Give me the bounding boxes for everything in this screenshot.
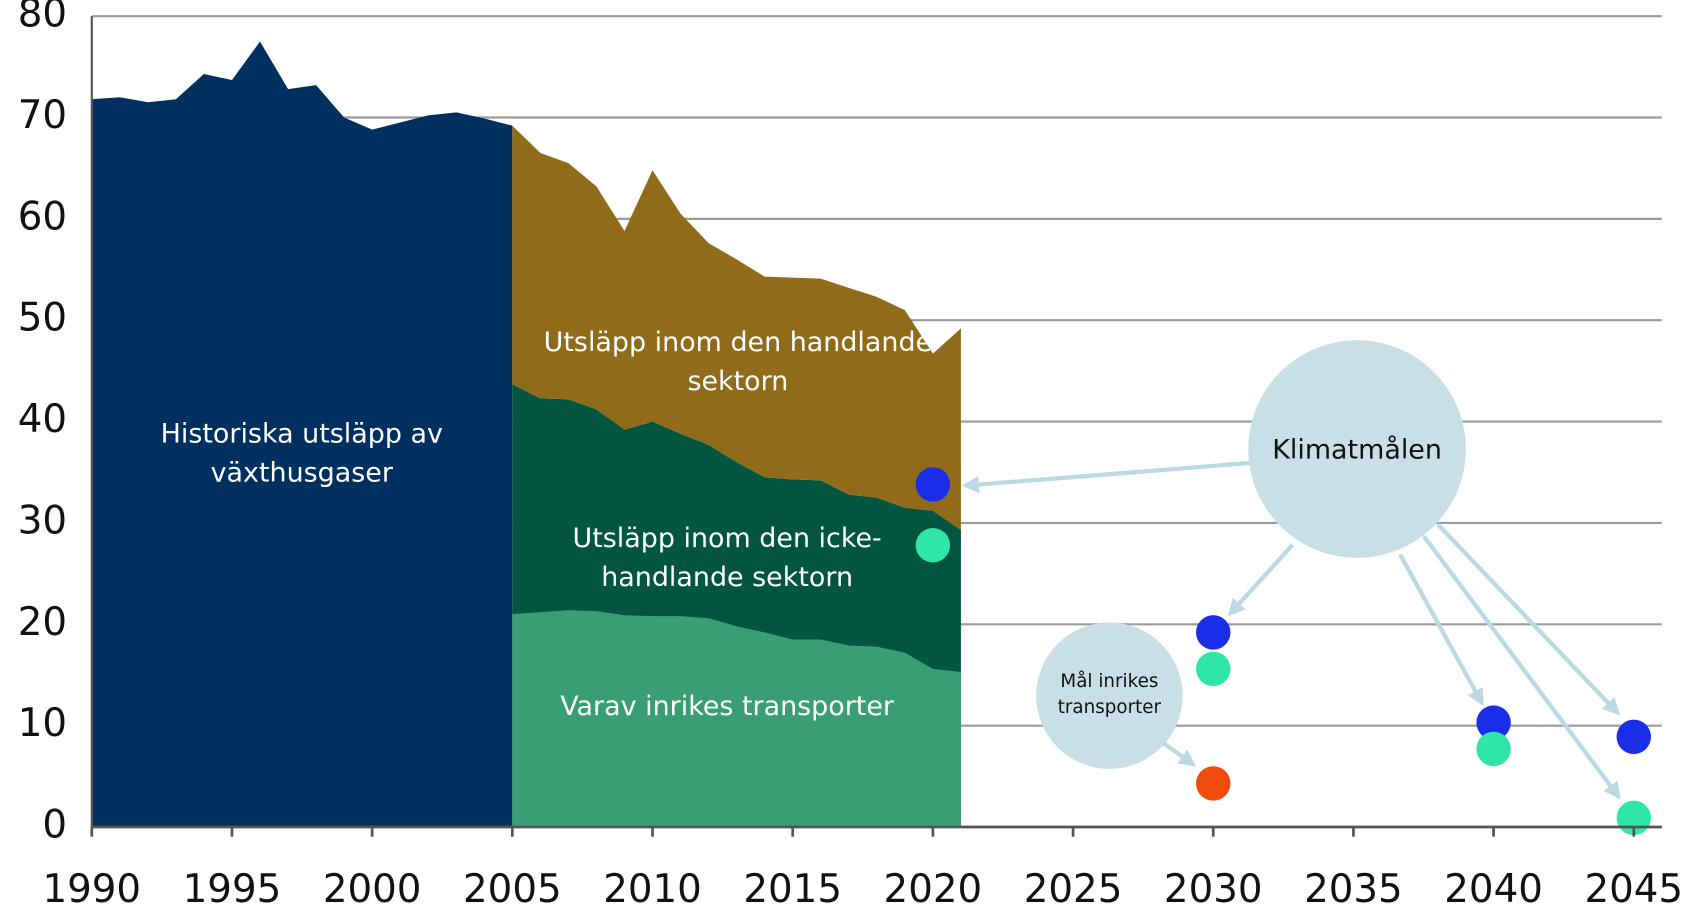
target-point	[915, 467, 951, 502]
series-name: Utsläpp inom den handlande sektorn	[543, 326, 933, 397]
annotation: Klimatmålen	[1272, 433, 1442, 465]
x-tick-label: 2020	[884, 867, 983, 911]
series-name: Historiska utsläpp av växthusgaser	[160, 417, 443, 489]
x-tick-label: 2025	[1024, 867, 1123, 911]
y-tick-label: 30	[18, 498, 67, 543]
target-point	[1476, 705, 1511, 740]
y-tick-label: 50	[18, 296, 67, 341]
annotations: Klimatmålen Mål inrikes transporter	[961, 340, 1621, 800]
y-tick-label: 60	[18, 194, 67, 239]
y-tick-label: 20	[18, 600, 67, 645]
area-label: Historiska utsläpp av växthusgaser	[160, 417, 443, 489]
arrow	[1436, 522, 1621, 716]
x-tick-label: 2040	[1444, 867, 1543, 911]
area-label: Utsläpp inom den handlande sektorn	[543, 326, 933, 397]
x-tick-label: 2035	[1304, 867, 1403, 911]
area	[91, 41, 513, 828]
bubble	[1248, 340, 1466, 558]
annotation: Mål inrikes transporter	[1057, 671, 1162, 719]
x-tick-label: 2005	[463, 867, 562, 911]
target-point	[1196, 615, 1231, 650]
target-point	[1476, 731, 1511, 767]
arrow	[1422, 534, 1621, 800]
x-tick-label: 2030	[1164, 867, 1263, 911]
target-point	[1616, 719, 1652, 755]
series-name: Varav inrikes transporter	[560, 690, 895, 722]
target-point	[1196, 651, 1231, 687]
arrow	[1161, 741, 1197, 767]
x-tick-label: 2000	[323, 867, 422, 911]
x-tick-label: 2045	[1584, 867, 1683, 911]
arrows	[961, 460, 1621, 800]
y-tick-label: 70	[18, 93, 67, 138]
arrow	[961, 460, 1250, 494]
area-label: Varav inrikes transporter	[560, 690, 895, 722]
x-tick-label: 2015	[743, 867, 842, 911]
y-tick-label: 40	[18, 397, 67, 442]
y-tick-label: 10	[18, 701, 67, 746]
series-name: Utsläpp inom den icke-handlande sektorn	[572, 522, 882, 593]
target-point	[1196, 766, 1231, 801]
annotation-text: Klimatmålen	[1272, 433, 1442, 465]
y-tick-label: 0	[42, 803, 67, 848]
annotation-text: Mål inrikes transporter	[1057, 671, 1162, 719]
x-tick-label: 2010	[603, 867, 702, 911]
arrow	[1398, 553, 1484, 707]
x-tick-label: 1995	[183, 867, 282, 911]
arrow	[1227, 543, 1295, 617]
target-point	[915, 528, 951, 563]
y-tick-label: 80	[18, 0, 67, 37]
bubble	[1036, 622, 1183, 769]
area-label: Utsläpp inom den icke-handlande sektorn	[572, 522, 882, 593]
area	[512, 125, 961, 531]
area	[512, 610, 961, 828]
x-tick-label: 1990	[42, 867, 141, 911]
